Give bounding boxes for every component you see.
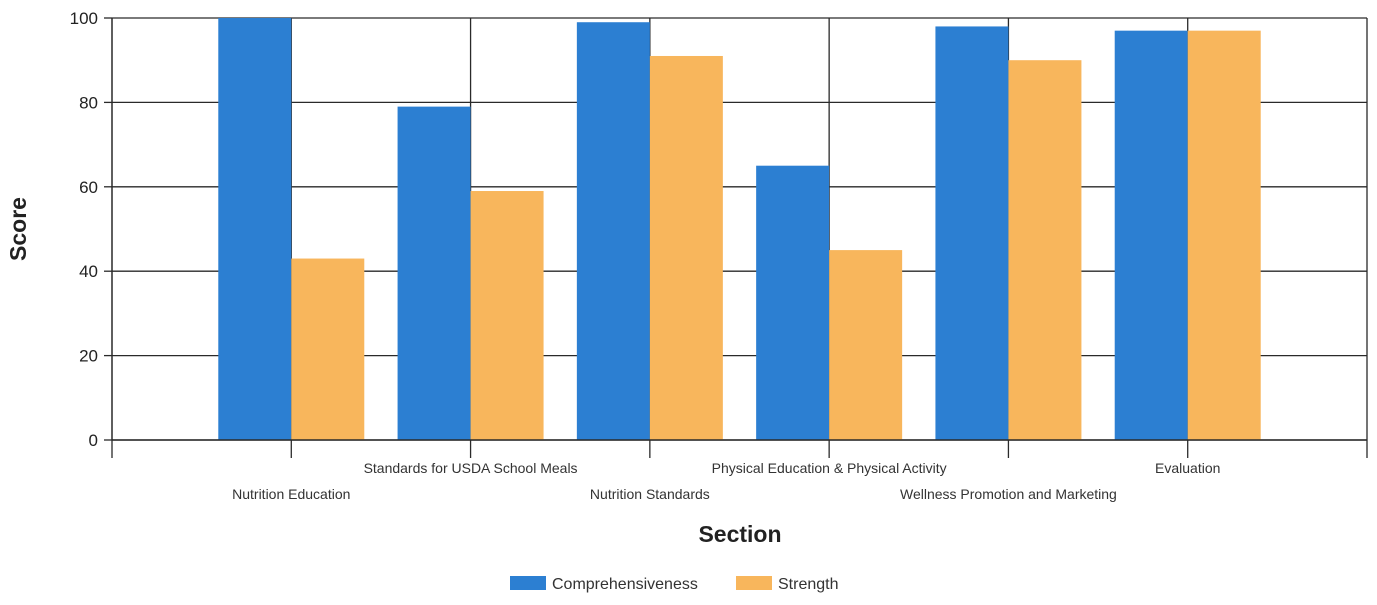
legend: Comprehensiveness Strength bbox=[510, 576, 838, 593]
bar-comprehensiveness bbox=[1114, 30, 1188, 440]
y-tick-label: 80 bbox=[79, 93, 98, 112]
bar-strength bbox=[470, 191, 544, 440]
y-axis-title: Score bbox=[5, 197, 31, 261]
bar-strength bbox=[649, 55, 723, 440]
y-tick-labels: 0 20 40 60 80 100 bbox=[70, 9, 98, 450]
bar-comprehensiveness bbox=[756, 165, 830, 440]
bar-comprehensiveness bbox=[935, 26, 1009, 440]
x-category-labels: Nutrition Education Standards for USDA Sc… bbox=[232, 460, 1220, 502]
bar-comprehensiveness bbox=[218, 18, 292, 440]
x-category-label: Evaluation bbox=[1155, 460, 1220, 476]
legend-swatch-comprehensiveness bbox=[510, 576, 546, 590]
y-tick-label: 20 bbox=[79, 347, 98, 366]
bar-comprehensiveness bbox=[397, 106, 471, 441]
bar-strength bbox=[1008, 60, 1082, 440]
legend-swatch-strength bbox=[736, 576, 772, 590]
y-tick-label: 40 bbox=[79, 262, 98, 281]
x-axis-title: Section bbox=[698, 521, 781, 547]
axes bbox=[104, 17, 1368, 458]
x-category-label: Standards for USDA School Meals bbox=[364, 460, 578, 476]
x-category-label: Nutrition Education bbox=[232, 486, 350, 502]
bar-strength bbox=[829, 250, 903, 440]
y-tick-label: 100 bbox=[70, 9, 98, 28]
bar-strength bbox=[291, 258, 365, 440]
legend-label: Comprehensiveness bbox=[552, 576, 698, 593]
bars bbox=[218, 18, 1261, 441]
y-tick-label: 60 bbox=[79, 178, 98, 197]
x-category-label: Nutrition Standards bbox=[590, 486, 710, 502]
x-category-label: Wellness Promotion and Marketing bbox=[900, 486, 1117, 502]
legend-label: Strength bbox=[778, 576, 838, 593]
y-tick-label: 0 bbox=[89, 431, 98, 450]
bar-strength bbox=[1187, 30, 1261, 440]
bar-comprehensiveness bbox=[576, 22, 650, 440]
x-category-label: Physical Education & Physical Activity bbox=[712, 460, 947, 476]
